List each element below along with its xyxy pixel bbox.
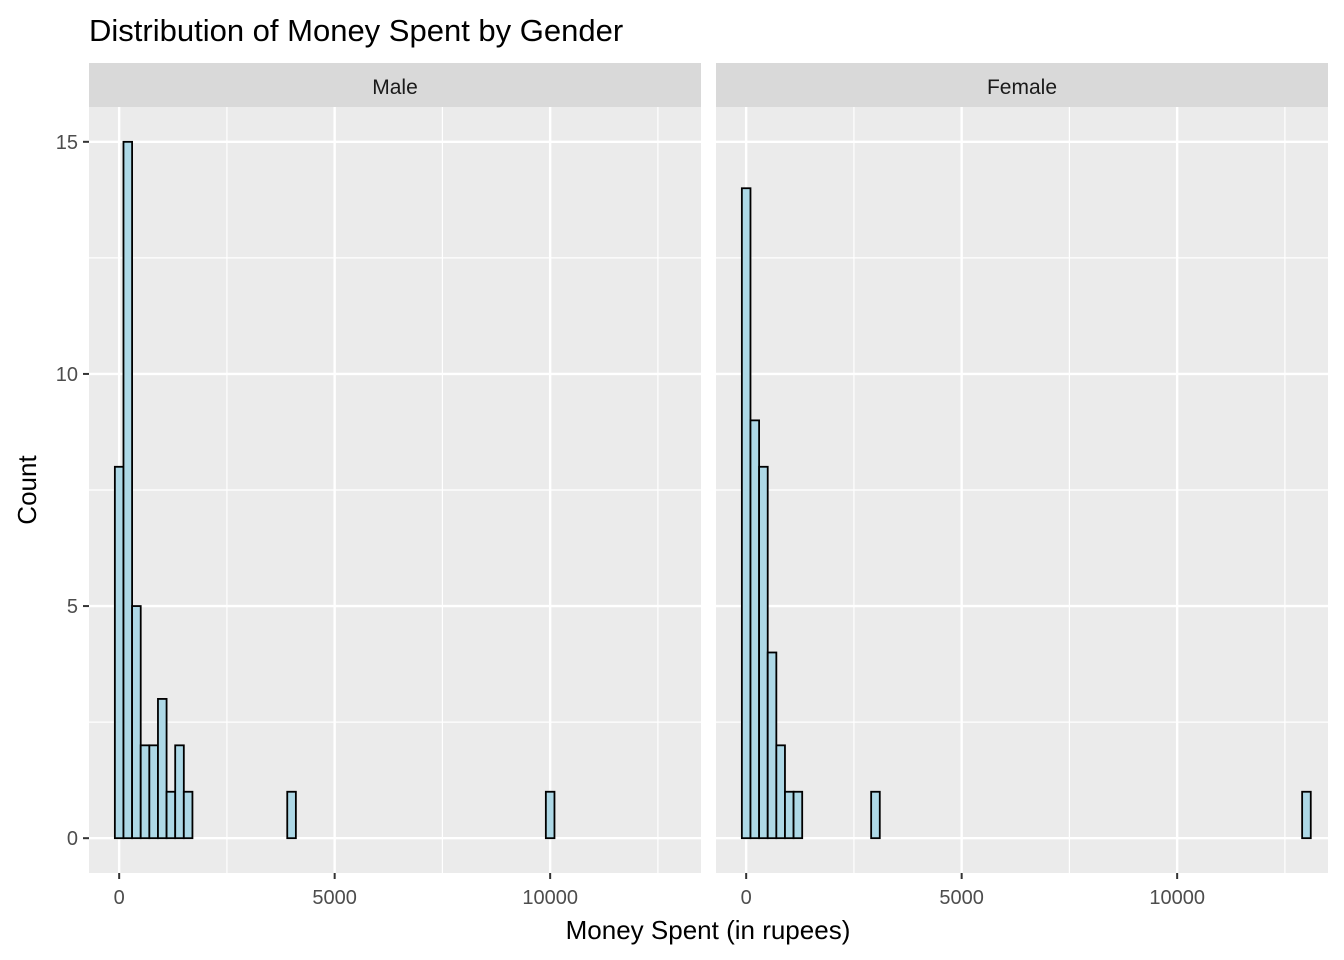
x-axis-male: 0 5000 10000 xyxy=(114,873,578,909)
strip-label-female: Female xyxy=(987,76,1057,99)
histogram-bar xyxy=(286,790,297,840)
x-tick-label: 5000 xyxy=(939,887,984,909)
histogram-bar xyxy=(148,744,159,840)
histogram-bar xyxy=(139,744,151,840)
x-tick-label: 0 xyxy=(114,887,125,909)
histogram-bar xyxy=(870,790,881,840)
histogram-bar xyxy=(544,790,556,840)
histogram-bar xyxy=(174,744,185,840)
histogram-bar xyxy=(182,790,194,840)
histogram-bar xyxy=(749,419,760,840)
strip-background-male xyxy=(89,63,701,107)
histogram-bar xyxy=(758,465,769,840)
histogram-bar xyxy=(784,790,795,840)
y-axis-title: Count xyxy=(12,455,42,525)
x-tick-label: 10000 xyxy=(522,887,578,909)
x-tick-label: 0 xyxy=(741,887,752,909)
y-axis: 0 5 10 15 xyxy=(56,132,89,850)
histogram-bar xyxy=(157,698,168,840)
x-tick-label: 5000 xyxy=(312,887,357,909)
panel-male: Male xyxy=(89,63,701,873)
x-tick-label: 10000 xyxy=(1149,887,1205,909)
histogram-bar xyxy=(113,465,125,840)
histogram-bar xyxy=(775,744,786,840)
x-axis-title: Money Spent (in rupees) xyxy=(566,915,851,945)
histogram-bar xyxy=(740,187,752,840)
chart-title: Distribution of Money Spent by Gender xyxy=(89,13,623,48)
histogram-bar xyxy=(792,790,804,840)
histogram-bar xyxy=(165,790,177,840)
histogram-bar xyxy=(766,651,778,840)
bars-male xyxy=(113,140,556,840)
histogram-bar xyxy=(1301,790,1312,840)
panel-female: Female xyxy=(716,63,1328,873)
y-tick-label: 0 xyxy=(67,828,78,850)
histogram-bar xyxy=(122,140,133,840)
strip-background-female xyxy=(716,63,1328,107)
histogram-bar xyxy=(131,605,142,840)
y-tick-label: 5 xyxy=(67,596,78,618)
x-axis-female: 0 5000 10000 xyxy=(741,873,1205,909)
bars-female xyxy=(740,187,1312,840)
y-tick-label: 10 xyxy=(56,364,78,386)
strip-label-male: Male xyxy=(372,76,418,99)
y-tick-label: 15 xyxy=(56,132,78,154)
